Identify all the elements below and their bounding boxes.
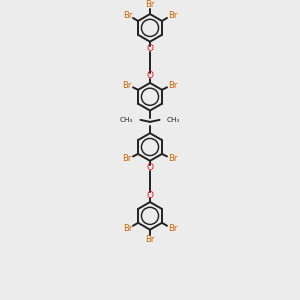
Text: Br: Br [123, 224, 132, 233]
Text: O: O [146, 164, 154, 172]
Text: CH₃: CH₃ [167, 117, 180, 123]
Text: Br: Br [122, 81, 132, 90]
Text: Br: Br [123, 11, 132, 20]
Text: O: O [146, 190, 154, 200]
Text: Br: Br [145, 235, 155, 244]
Text: O: O [146, 44, 154, 53]
Text: Br: Br [122, 154, 132, 163]
Text: Br: Br [168, 224, 177, 233]
Text: CH₃: CH₃ [120, 117, 134, 123]
Text: Br: Br [145, 0, 155, 9]
Text: Br: Br [168, 154, 178, 163]
Text: Br: Br [168, 81, 178, 90]
Text: O: O [146, 71, 154, 80]
Text: Br: Br [168, 11, 177, 20]
